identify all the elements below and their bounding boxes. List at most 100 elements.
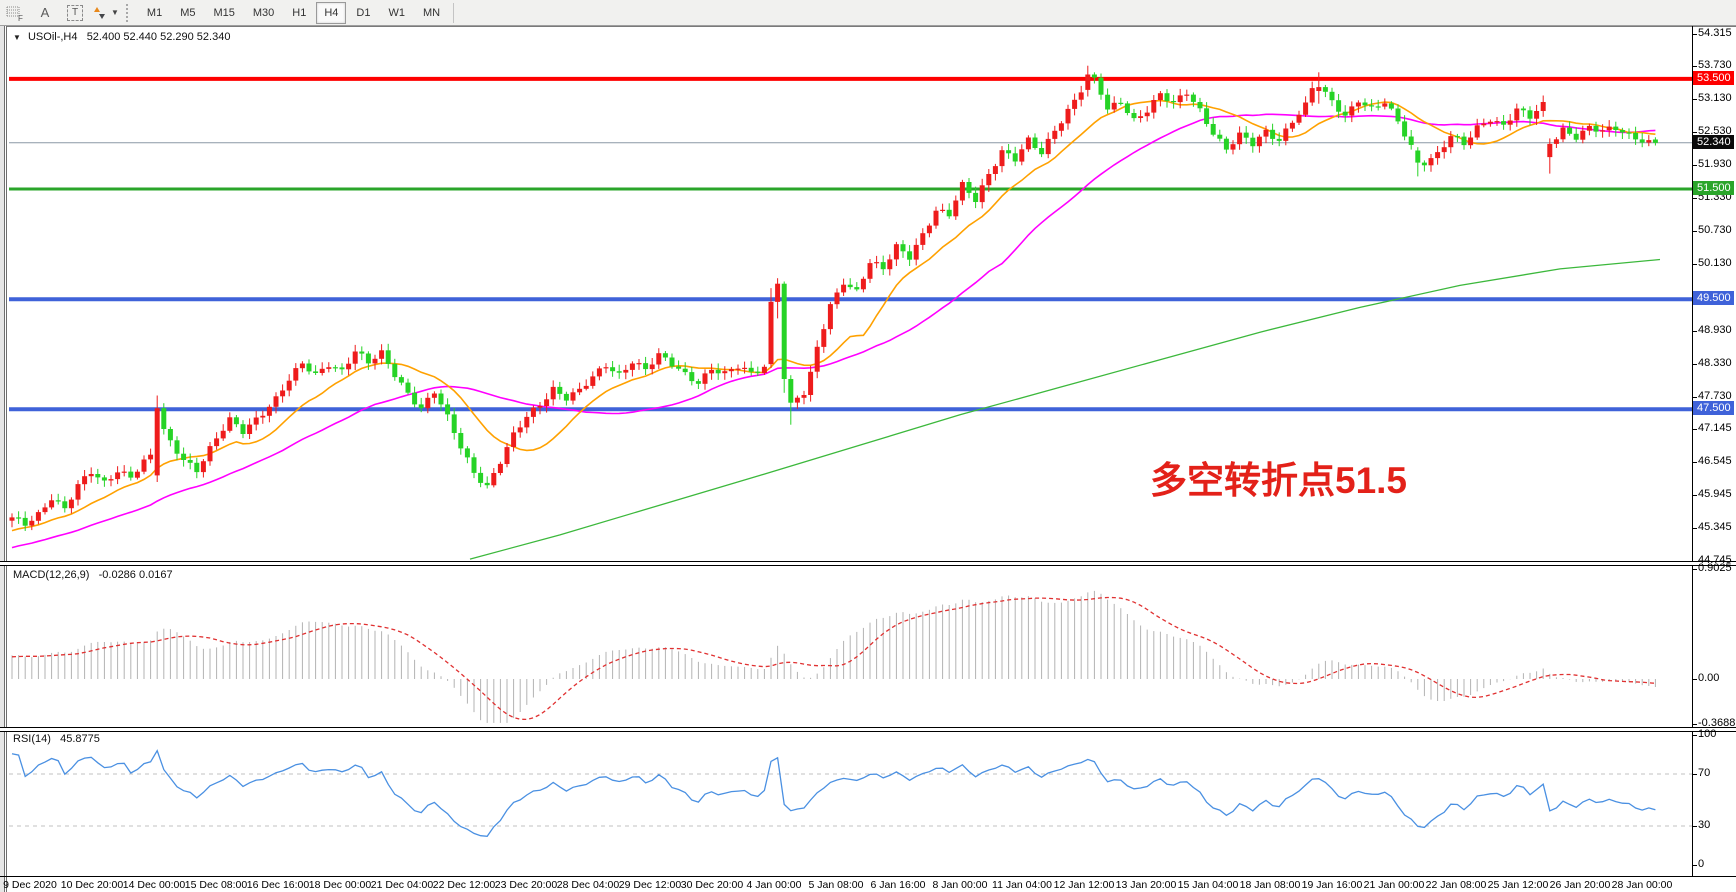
horizontal-level-lines (9, 76, 1692, 412)
time-axis-label: 6 Jan 16:00 (870, 879, 926, 891)
axis-tick-mark (1692, 231, 1697, 232)
time-axis-label: 19 Jan 16:00 (1301, 879, 1363, 891)
macd-header: MACD(12,26,9) -0.0286 0.0167 (13, 569, 173, 581)
axis-tick-mark (1692, 165, 1697, 166)
axis-tick-mark (1692, 865, 1697, 866)
axis-tick-mark (1692, 569, 1697, 570)
macd-rsi-separator[interactable] (0, 727, 1736, 732)
time-axis-label: 15 Dec 08:00 (184, 879, 248, 891)
time-axis-label: 21 Jan 00:00 (1363, 879, 1425, 891)
toolbar-separator (453, 2, 455, 23)
price-tick-label: 50.730 (1698, 224, 1732, 236)
rsi-level-lines (9, 773, 1692, 827)
toolbar-drag-handle[interactable] (125, 3, 133, 22)
timeframe-button-h1[interactable]: H1 (292, 6, 307, 19)
price-tick-label: 47.145 (1698, 422, 1732, 434)
axis-tick-mark (1692, 528, 1697, 529)
macd-signal-line (11, 596, 1656, 721)
time-axis-label: 11 Jan 04:00 (992, 879, 1052, 891)
axis-tick-mark (1692, 264, 1697, 265)
price-tick-label: 48.930 (1698, 324, 1732, 336)
price-tick-label: 52.530 (1698, 125, 1732, 137)
grid-f-tool-button[interactable]: F (1, 1, 29, 25)
time-axis-label: 13 Jan 20:00 (1115, 879, 1177, 891)
main-macd-separator[interactable] (0, 561, 1736, 566)
macd-tick-label: 0.9025 (1698, 562, 1732, 574)
price-tick-label: 44.745 (1698, 554, 1732, 566)
symbol-dropdown-icon[interactable]: ▼ (13, 33, 21, 42)
time-axis-label: 30 Dec 20:00 (680, 879, 744, 891)
price-tick-label: 46.545 (1698, 455, 1732, 467)
time-axis-label: 28 Dec 04:00 (556, 879, 620, 891)
price-tick-label: 47.730 (1698, 390, 1732, 402)
ma-long-line (469, 258, 1661, 560)
timeframe-button-m30[interactable]: M30 (252, 6, 275, 19)
ma-fast-line (11, 99, 1656, 532)
macd-tick-label: 0.00 (1698, 672, 1720, 684)
price-level-label: 53.500 (1693, 71, 1734, 85)
arrange-arrows-icon (94, 6, 105, 19)
axis-tick-mark (1692, 495, 1697, 496)
axis-tick-mark (1692, 679, 1697, 680)
window-left-strip (0, 26, 4, 892)
time-axis-label: 9 Dec 2020 (3, 879, 57, 891)
time-axis-label: 8 Jan 00:00 (932, 879, 988, 891)
price-level-label: 52.340 (1693, 135, 1734, 149)
rsi-header: RSI(14) 45.8775 (13, 733, 100, 745)
price-tick-label: 51.930 (1698, 158, 1732, 170)
time-axis-label: 21 Dec 04:00 (370, 879, 434, 891)
time-axis-label: 15 Jan 04:00 (1177, 879, 1239, 891)
time-axis-label: 12 Jan 12:00 (1053, 879, 1115, 891)
axis-tick-mark (1692, 132, 1697, 133)
price-level-label: 49.500 (1693, 291, 1734, 305)
timeframe-button-group: M1 M5 M15 M30 H1 H4 D1 W1 MN (138, 1, 449, 24)
time-axis-label: 28 Jan 00:00 (1611, 879, 1673, 891)
rsi-tick-label: 30 (1698, 819, 1711, 831)
ohlc-values-label: 52.400 52.440 52.290 52.340 (86, 31, 231, 43)
chart-top-border (0, 26, 1736, 27)
axis-tick-mark (1692, 561, 1697, 562)
time-axis-label: 10 Dec 20:00 (60, 879, 124, 891)
timeframe-button-d1[interactable]: D1 (356, 6, 371, 19)
time-axis-label: 18 Jan 08:00 (1239, 879, 1301, 891)
time-axis-label: 29 Dec 12:00 (618, 879, 682, 891)
timeframe-button-h4[interactable]: H4 (316, 1, 347, 24)
axis-tick-mark (1692, 774, 1697, 775)
axis-tick-mark (1692, 462, 1697, 463)
svg-text:F: F (18, 14, 23, 21)
axis-tick-mark (1692, 735, 1697, 736)
time-axis-label: 22 Jan 08:00 (1425, 879, 1487, 891)
axis-tick-mark (1692, 66, 1697, 67)
timeframe-button-mn[interactable]: MN (422, 6, 441, 19)
text-box-tool-button[interactable]: T (61, 1, 89, 25)
arrange-windows-button[interactable]: ▼ (91, 1, 120, 25)
chart-text-annotation[interactable]: 多空转折点51.5 (1150, 460, 1408, 501)
axis-tick-mark (1692, 34, 1697, 35)
axis-tick-mark (1692, 331, 1697, 332)
time-axis-label: 22 Dec 12:00 (432, 879, 496, 891)
timeframe-button-m15[interactable]: M15 (213, 6, 235, 19)
rsi-tick-label: 100 (1698, 728, 1717, 740)
time-axis-label: 4 Jan 00:00 (746, 879, 802, 891)
main-toolbar: F A T ▼ M1 M5 M15 M30 H1 H4 D1 W1 MN (0, 0, 1736, 26)
timeframe-button-m1[interactable]: M1 (146, 6, 163, 19)
text-label-tool-button[interactable]: A (31, 1, 59, 25)
rsi-tick-label: 70 (1698, 767, 1711, 779)
letter-a-icon: A (40, 5, 50, 20)
time-axis-label: 26 Jan 20:00 (1549, 879, 1611, 891)
price-tick-label: 50.130 (1698, 257, 1732, 269)
rsi-tick-label: 0 (1698, 858, 1705, 870)
ma-slow-line (11, 113, 1656, 549)
price-tick-label: 54.315 (1698, 27, 1732, 39)
chart-left-border (4, 26, 7, 892)
price-tick-label: 45.945 (1698, 488, 1732, 500)
axis-tick-mark (1692, 198, 1697, 199)
symbol-period-label: USOil-,H4 (27, 31, 78, 43)
time-axis-label: 16 Dec 16:00 (246, 879, 310, 891)
timeframe-button-w1[interactable]: W1 (388, 6, 405, 19)
chart-header: ▼ USOil-,H4 52.400 52.440 52.290 52.340 (13, 31, 230, 43)
macd-histogram (11, 590, 1656, 723)
timeframe-button-m5[interactable]: M5 (180, 6, 196, 19)
axis-tick-mark (1692, 724, 1697, 725)
